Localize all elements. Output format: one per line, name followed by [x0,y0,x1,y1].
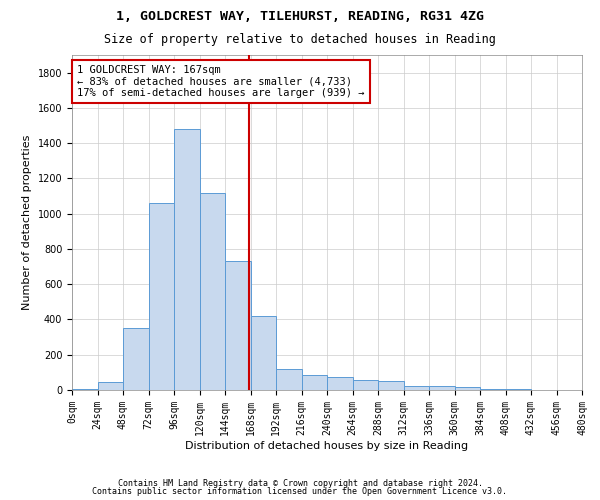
Text: Contains HM Land Registry data © Crown copyright and database right 2024.: Contains HM Land Registry data © Crown c… [118,478,482,488]
Bar [149,203,174,390]
Bar [174,129,199,390]
Text: Size of property relative to detached houses in Reading: Size of property relative to detached ho… [104,32,496,46]
Bar [302,375,327,390]
Bar [378,381,404,390]
Bar [327,377,353,390]
Bar [199,192,225,390]
X-axis label: Distribution of detached houses by size in Reading: Distribution of detached houses by size … [185,440,469,450]
Bar [404,386,429,390]
Text: 1, GOLDCREST WAY, TILEHURST, READING, RG31 4ZG: 1, GOLDCREST WAY, TILEHURST, READING, RG… [116,10,484,23]
Bar [455,388,480,390]
Bar [97,382,123,390]
Bar [225,262,251,390]
Bar [480,388,505,390]
Bar [353,380,378,390]
Bar [123,328,149,390]
Text: Contains public sector information licensed under the Open Government Licence v3: Contains public sector information licen… [92,487,508,496]
Y-axis label: Number of detached properties: Number of detached properties [22,135,32,310]
Bar [429,386,455,390]
Bar [251,316,276,390]
Text: 1 GOLDCREST WAY: 167sqm
← 83% of detached houses are smaller (4,733)
17% of semi: 1 GOLDCREST WAY: 167sqm ← 83% of detache… [77,65,365,98]
Bar [276,369,302,390]
Bar [72,389,97,390]
